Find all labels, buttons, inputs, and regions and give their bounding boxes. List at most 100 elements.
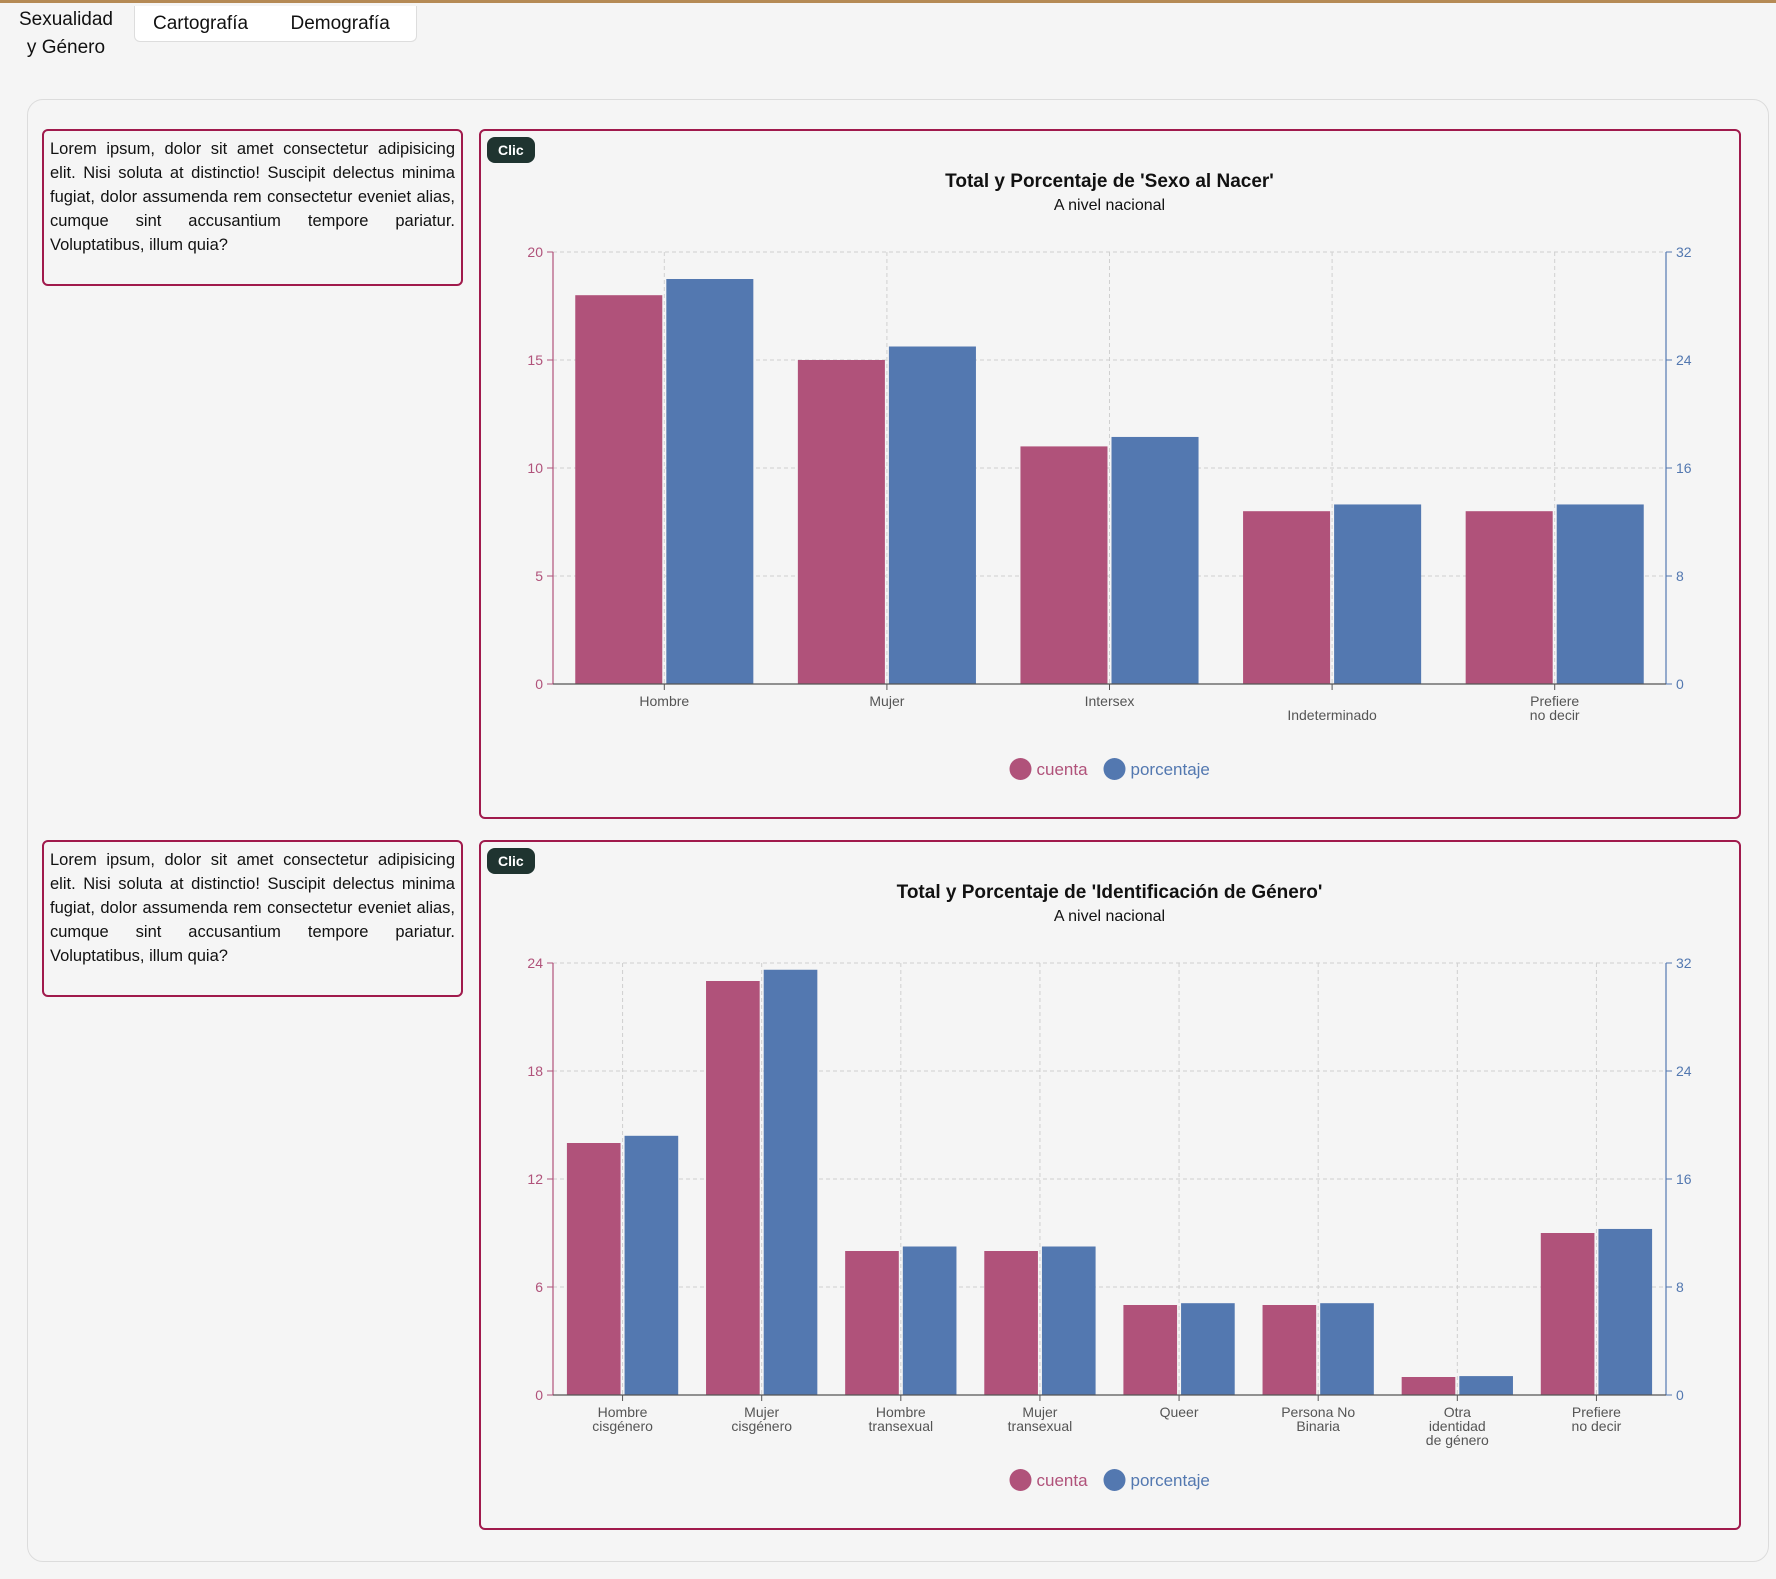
x-axis-tick-label-line: Prefiere [1572, 1404, 1621, 1420]
content-panel: Lorem ipsum, dolor sit amet consectetur … [27, 99, 1769, 1562]
left-axis-tick-label: 24 [527, 955, 543, 971]
right-axis-tick-label: 8 [1676, 568, 1684, 584]
bar-cuenta [1020, 446, 1108, 684]
legend-marker-porcentaje [1103, 1469, 1126, 1491]
legend-label-cuenta: cuenta [1037, 760, 1089, 779]
tab-sexualidad-genero[interactable]: Sexualidad y Género [8, 6, 124, 62]
right-axis-tick-label: 32 [1676, 955, 1692, 971]
right-axis-tick-label: 0 [1676, 1387, 1684, 1403]
x-axis-tick-label-line: transexual [1008, 1418, 1073, 1434]
x-axis-tick-label: Hombre cisgénero [592, 1404, 653, 1434]
bar-porcentaje [624, 1135, 679, 1395]
x-axis-tick-label: Hombre transexual [869, 1404, 934, 1434]
legend-label-porcentaje: porcentaje [1131, 760, 1210, 779]
bar-porcentaje [1459, 1376, 1513, 1395]
right-axis-tick-label: 24 [1676, 352, 1692, 368]
clic-button-2[interactable]: Clic [487, 848, 535, 874]
bar-cuenta [1123, 1305, 1178, 1395]
x-axis-tick-label: Queer [1160, 1404, 1199, 1420]
x-axis-tick-label-line: no decir [1572, 1418, 1622, 1434]
right-axis-tick-label: 8 [1676, 1279, 1684, 1295]
bar-porcentaje [666, 279, 754, 684]
bar-porcentaje [1111, 436, 1199, 684]
left-axis-tick-label: 6 [535, 1279, 543, 1295]
x-axis-tick-label: Mujer transexual [1008, 1404, 1073, 1434]
chart-card-2: Clic Total y Porcentaje de 'Identificaci… [479, 840, 1741, 1530]
bar-cuenta [1243, 511, 1331, 684]
chart-title: Total y Porcentaje de 'Identificación de… [897, 882, 1323, 903]
x-axis-tick-label-line: Hombre [598, 1404, 648, 1420]
right-axis-tick-label: 16 [1676, 460, 1692, 476]
chart-identificacion-genero: Total y Porcentaje de 'Identificación de… [527, 882, 1692, 1491]
left-axis-tick-label: 5 [535, 568, 543, 584]
left-axis-tick-label: 10 [527, 460, 543, 476]
bar-cuenta [797, 360, 885, 684]
top-accent-line [0, 0, 1776, 3]
bar-cuenta [1465, 511, 1553, 684]
chart-subtitle: A nivel nacional [1054, 197, 1165, 214]
description-text-2: Lorem ipsum, dolor sit amet consectetur … [50, 851, 455, 965]
x-axis-tick-label-line: Intersex [1085, 693, 1135, 709]
x-axis-tick-label-line: Hombre [639, 693, 689, 709]
bar-porcentaje [1181, 1303, 1235, 1395]
bar-porcentaje [1556, 504, 1644, 684]
left-axis-tick-label: 20 [527, 244, 543, 260]
legend-marker-porcentaje [1103, 758, 1126, 780]
x-axis-tick-label-line: Persona No [1281, 1404, 1355, 1420]
x-axis-tick-label: Otra identidad de género [1426, 1404, 1489, 1448]
left-axis-tick-label: 0 [535, 676, 543, 692]
bar-porcentaje [1598, 1228, 1653, 1395]
left-axis-tick-label: 15 [527, 352, 543, 368]
legend-label-porcentaje: porcentaje [1131, 1471, 1210, 1490]
bar-cuenta [575, 295, 663, 684]
legend-marker-cuenta [1009, 758, 1032, 780]
bar-cuenta [566, 1143, 621, 1395]
x-axis-tick-label-line: Binaria [1296, 1418, 1340, 1434]
bar-porcentaje [902, 1246, 957, 1395]
chart-card-1: Clic Total y Porcentaje de 'Sexo al Nace… [479, 129, 1741, 819]
x-axis-tick-label-line: Indeterminado [1287, 707, 1377, 723]
left-axis-tick-label: 12 [527, 1171, 543, 1187]
legend-label-cuenta: cuenta [1037, 1471, 1089, 1490]
x-axis-tick-label-line: Mujer [1022, 1404, 1057, 1420]
bar-cuenta [984, 1251, 1038, 1395]
bar-porcentaje [1041, 1246, 1096, 1395]
x-axis-tick-label: Indeterminado [1287, 707, 1377, 723]
left-axis-tick-label: 0 [535, 1387, 543, 1403]
x-axis-tick-label-line: no decir [1530, 707, 1580, 723]
x-axis-tick-label-line: Otra [1444, 1404, 1471, 1420]
bar-cuenta [845, 1251, 899, 1395]
x-axis-tick-label: Mujer [869, 693, 904, 709]
chart-sexo-al-nacer: Total y Porcentaje de 'Sexo al Nacer' A n… [527, 171, 1692, 780]
x-axis-tick-label: Intersex [1085, 693, 1135, 709]
bar-cuenta [1401, 1377, 1456, 1395]
x-axis-tick-label: Prefiere no decir [1530, 693, 1580, 723]
x-axis-tick-label-line: de género [1426, 1432, 1489, 1448]
right-axis-tick-label: 24 [1676, 1063, 1692, 1079]
x-axis-tick-label-line: Prefiere [1530, 693, 1579, 709]
bar-porcentaje [763, 969, 818, 1395]
right-axis-tick-label: 16 [1676, 1171, 1692, 1187]
x-axis-tick-label-line: Mujer [744, 1404, 779, 1420]
x-axis-tick-label: Persona No Binaria [1281, 1404, 1355, 1434]
x-axis-tick-label-line: cisgénero [592, 1418, 653, 1434]
tab-sexualidad-line1: Sexualidad [18, 9, 114, 30]
x-axis-tick-label-line: transexual [869, 1418, 934, 1434]
right-axis-tick-label: 0 [1676, 676, 1684, 692]
clic-button-1[interactable]: Clic [487, 137, 535, 163]
x-axis-tick-label-line: identidad [1429, 1418, 1486, 1434]
x-axis-tick-label: Hombre [639, 693, 689, 709]
x-axis-tick-label-line: cisgénero [731, 1418, 792, 1434]
inactive-tabs: Cartografía Demografía [134, 6, 417, 42]
description-text-1: Lorem ipsum, dolor sit amet consectetur … [50, 140, 455, 254]
bar-porcentaje [1334, 504, 1422, 684]
tab-cartografia[interactable]: Cartografía [153, 13, 249, 34]
bar-porcentaje [888, 346, 976, 684]
bar-cuenta [1540, 1233, 1595, 1395]
description-box-2: Lorem ipsum, dolor sit amet consectetur … [42, 840, 463, 997]
bar-cuenta [1262, 1305, 1317, 1395]
x-axis-tick-label-line: Mujer [869, 693, 904, 709]
tab-demografia[interactable]: Demografía [290, 13, 390, 34]
left-axis-tick-label: 18 [527, 1063, 543, 1079]
chart-subtitle: A nivel nacional [1054, 908, 1165, 925]
